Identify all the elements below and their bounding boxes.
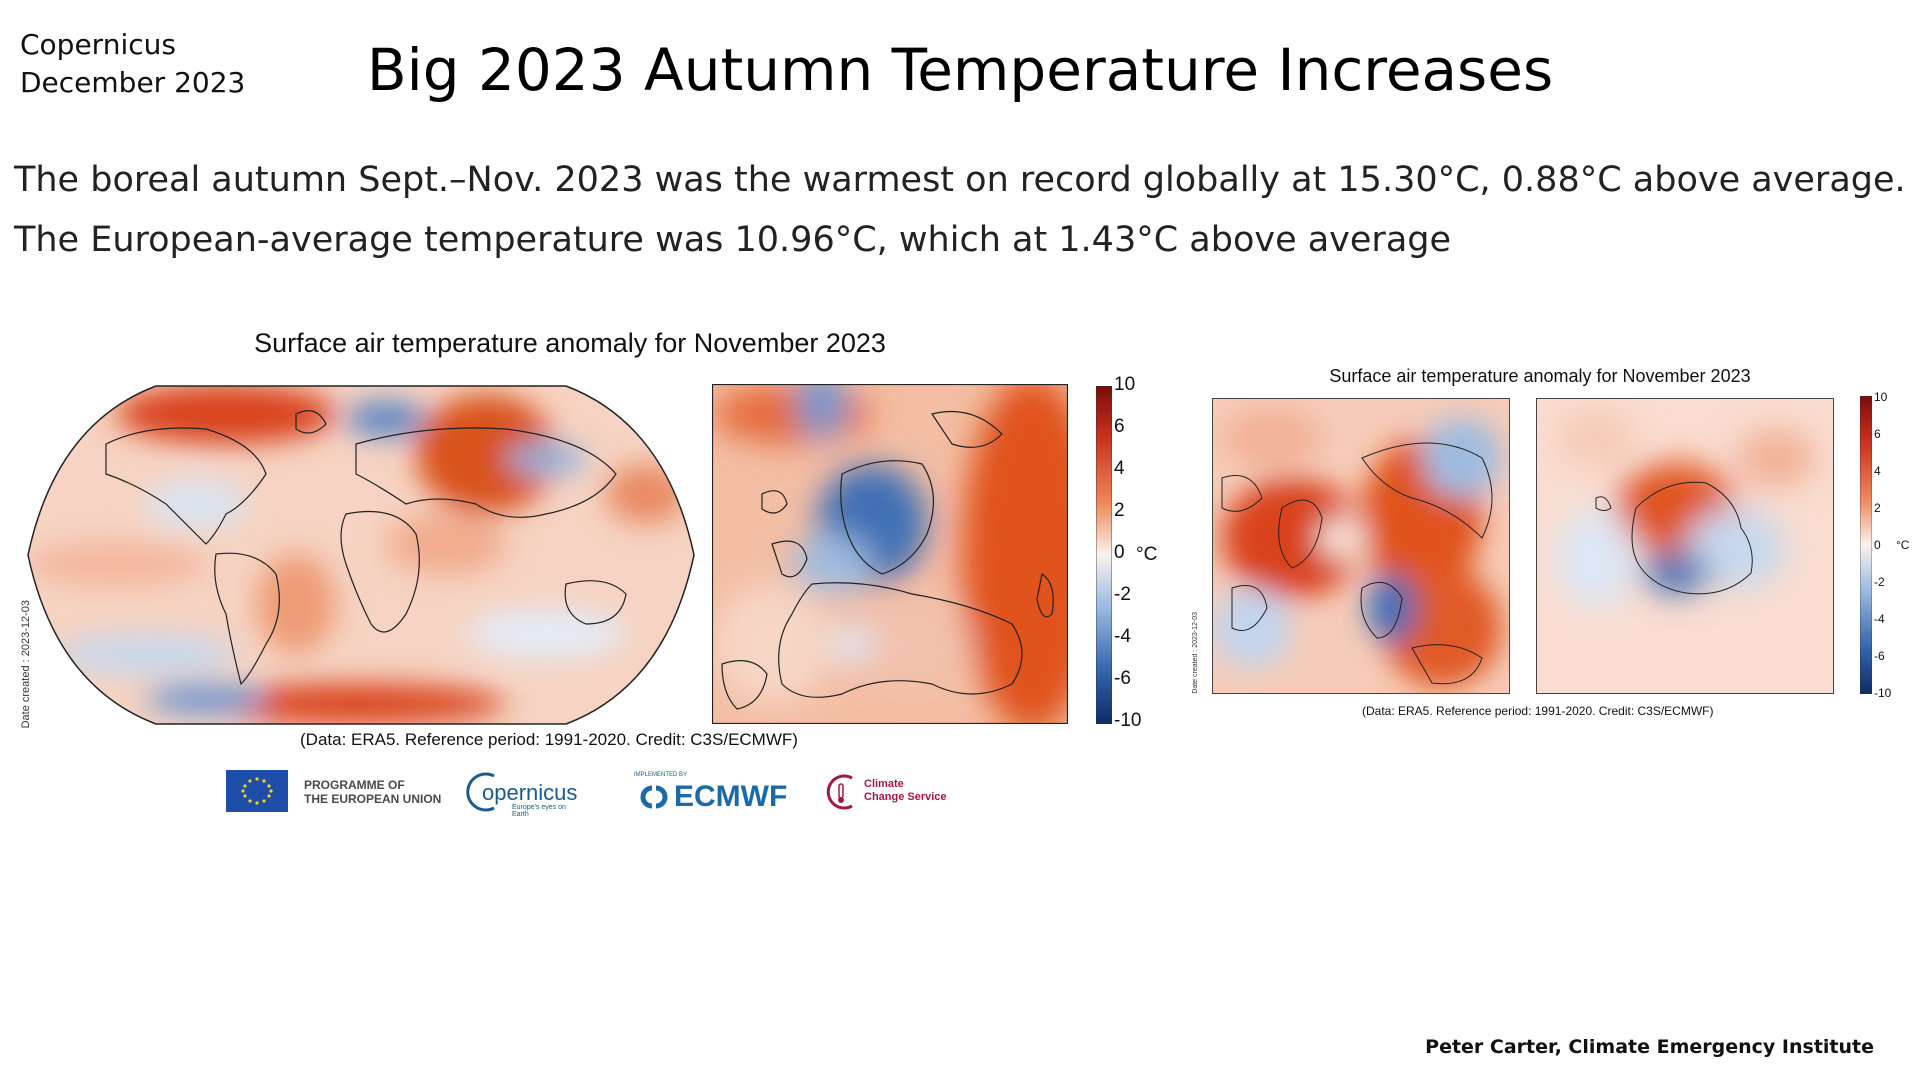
arctic-anomaly-map [1212, 398, 1510, 694]
eu-line-2: THE EUROPEAN UNION [304, 792, 442, 806]
left-cb-tick-2: 2 [1114, 500, 1125, 521]
summary-line-1: The boreal autumn Sept.–Nov. 2023 was th… [14, 160, 1906, 200]
right-cb-tick-4: 4 [1874, 464, 1881, 478]
right-cb-unit: °C [1896, 538, 1910, 552]
right-cb-tick-m10: -10 [1874, 686, 1892, 700]
source-line-1: Copernicus [20, 28, 176, 61]
left-figure-title: Surface air temperature anomaly for Nove… [254, 328, 886, 358]
c3s-icon [826, 774, 853, 810]
left-colorbar [1096, 386, 1112, 724]
c3s-line-1: Climate [864, 778, 904, 790]
source-line-2: December 2023 [20, 66, 246, 99]
left-cb-tick-m6: -6 [1114, 668, 1131, 689]
right-cb-tick-m6: -6 [1874, 649, 1885, 663]
right-credit: (Data: ERA5. Reference period: 1991-2020… [1362, 704, 1714, 718]
right-cb-tick-m2: -2 [1874, 575, 1885, 589]
copernicus-logo: opernicus Europe's eyes on Earth [464, 770, 584, 818]
right-colorbar [1860, 396, 1872, 694]
right-figure-title: Surface air temperature anomaly for Nove… [1329, 366, 1751, 386]
europe-anomaly-map [712, 384, 1068, 724]
copernicus-wordmark: opernicus [482, 780, 578, 805]
eu-line-1: PROGRAMME OF [304, 778, 405, 792]
antarctic-anomaly-map [1536, 398, 1834, 694]
left-cb-tick-10: 10 [1114, 374, 1136, 395]
left-cb-unit: °C [1136, 544, 1158, 565]
author-credit: Peter Carter, Climate Emergency Institut… [1425, 1036, 1874, 1058]
right-cb-tick-6: 6 [1874, 427, 1881, 441]
right-cb-tick-10: 10 [1874, 390, 1888, 404]
implemented-by-label: IMPLEMENTED BY [634, 772, 688, 778]
right-cb-tick-2: 2 [1874, 501, 1881, 515]
copernicus-tagline: Europe's eyes on Earth [512, 804, 566, 818]
ecmwf-icon [640, 785, 668, 809]
page-title: Big 2023 Autumn Temperature Increases [366, 36, 1554, 104]
left-cb-tick-6: 6 [1114, 416, 1125, 437]
left-cb-tick-m2: -2 [1114, 584, 1131, 605]
right-date-created: Date created : 2023-12-03 [1192, 612, 1199, 694]
source-label: Copernicus December 2023 [20, 26, 245, 102]
copernicus-c-icon [466, 772, 495, 812]
global-anomaly-map [27, 385, 695, 725]
right-cb-tick-0: 0 [1874, 538, 1881, 552]
left-cb-tick-m10: -10 [1114, 710, 1142, 731]
right-cb-tick-m4: -4 [1874, 612, 1885, 626]
left-cb-tick-0: 0 [1114, 542, 1125, 563]
c3s-line-2: Change Service [864, 791, 947, 803]
eu-flag-icon [226, 770, 288, 812]
ecmwf-wordmark: ECMWF [674, 780, 788, 813]
left-cb-tick-m4: -4 [1114, 626, 1131, 647]
summary-line-2: The European-average temperature was 10.… [14, 220, 1452, 260]
c3s-label: Climate Change Service [864, 778, 947, 804]
left-credit: (Data: ERA5. Reference period: 1991-2020… [300, 730, 798, 749]
left-cb-tick-4: 4 [1114, 458, 1125, 479]
eu-programme-label: PROGRAMME OF THE EUROPEAN UNION [304, 778, 441, 806]
